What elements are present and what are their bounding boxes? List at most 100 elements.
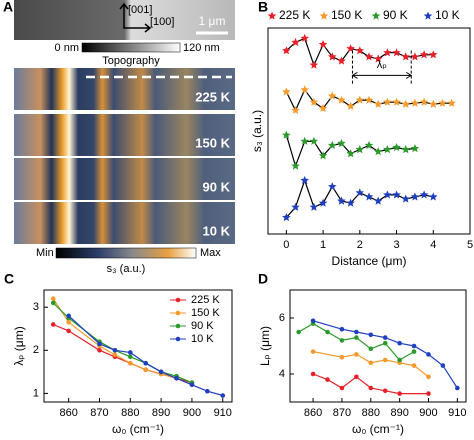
temperature-label: 90 K (203, 179, 231, 194)
data-point (383, 190, 392, 199)
data-point (309, 202, 319, 211)
x-tick-label: 890 (152, 407, 170, 419)
y-tick-label: 4 (279, 368, 285, 380)
data-point (328, 52, 337, 61)
y-tick-label: 3 (33, 301, 39, 313)
data-point (354, 329, 359, 335)
data-point (355, 95, 365, 104)
y-tick-label: 6 (279, 312, 285, 324)
data-point (50, 296, 56, 301)
data-point (419, 50, 429, 59)
data-point (174, 376, 179, 381)
legend-label: 150 K (331, 8, 362, 22)
annotation-label: λₚ (377, 59, 388, 71)
y-tick-label: 1 (33, 387, 39, 399)
data-point (296, 329, 301, 335)
data-point (282, 130, 291, 139)
data-point (339, 354, 345, 360)
legend-marker (371, 11, 381, 20)
data-point (337, 138, 346, 147)
x-tick-label: 870 (333, 407, 351, 419)
data-point (112, 352, 118, 357)
data-point (158, 369, 164, 375)
data-point (401, 194, 410, 203)
data-point (383, 48, 392, 57)
plot-frame (43, 289, 233, 403)
axes-arrows (119, 2, 152, 33)
colorbar-label: 120 nm (183, 42, 220, 54)
data-point (410, 98, 420, 107)
data-point (127, 360, 133, 366)
x-tick-label: 2 (357, 239, 363, 251)
data-point (411, 349, 417, 354)
plot-frame (289, 289, 467, 403)
data-point (328, 140, 337, 150)
data-point (310, 318, 316, 324)
colorbar-label: Min (36, 247, 54, 259)
series-line (312, 373, 429, 395)
data-point (411, 343, 417, 349)
data-point (346, 198, 355, 207)
data-point (143, 360, 149, 366)
series-line (312, 351, 429, 378)
data-point (382, 357, 388, 363)
data-point (325, 377, 330, 382)
data-point (66, 313, 71, 319)
data-point (318, 198, 328, 207)
data-point (354, 352, 359, 357)
near-field-images: 225 K 150 K 90 K 10 K (14, 68, 235, 244)
data-point (309, 136, 319, 145)
data-point (127, 350, 133, 355)
y-axis-label: λₚ (μm) (12, 326, 26, 365)
data-point (429, 192, 438, 201)
data-point (339, 385, 345, 391)
temperature-label: 225 K (195, 89, 230, 104)
data-point (368, 332, 374, 338)
data-point (368, 385, 374, 391)
panel-letter: C (4, 271, 14, 287)
x-tick-label: 910 (448, 407, 466, 419)
data-point (382, 340, 388, 346)
data-point (373, 99, 383, 108)
data-point (397, 391, 402, 396)
data-point (410, 52, 420, 61)
x-tick-label: 890 (390, 407, 408, 419)
data-point (300, 85, 309, 94)
data-point (364, 95, 374, 104)
data-point (429, 50, 438, 59)
panel-letter: D (258, 271, 268, 287)
data-point (318, 151, 328, 160)
x-axis-label: ω₀ (cm⁻¹) (112, 422, 164, 436)
data-point (66, 328, 71, 334)
legend-label: 10 K (435, 8, 460, 22)
temperature-label: 150 K (195, 135, 230, 150)
data-point (127, 354, 133, 360)
series-line (312, 320, 458, 389)
scale-label: 1 μm (199, 14, 226, 28)
colorbar-title: s₃ (a.u.) (107, 263, 146, 275)
data-point (291, 105, 300, 114)
near-field-image (14, 158, 235, 200)
x-tick-label: 5 (467, 239, 473, 251)
data-point (189, 382, 195, 388)
data-point (426, 391, 431, 396)
data-point (310, 349, 316, 354)
data-point (354, 374, 359, 380)
data-point (220, 393, 226, 398)
data-point (410, 192, 420, 201)
data-point (300, 175, 309, 185)
data-point (382, 388, 388, 394)
near-field-image (14, 114, 235, 156)
data-point (309, 97, 319, 106)
data-point (339, 338, 345, 343)
data-point (355, 46, 365, 55)
legend-marker (175, 323, 181, 329)
legend-marker (175, 297, 181, 303)
data-point (419, 97, 429, 106)
y-axis-label: s₃ (a.u.) (250, 110, 264, 152)
data-point (318, 40, 328, 49)
s3-colorbar (55, 247, 197, 259)
data-point (392, 143, 401, 152)
data-point (455, 385, 460, 391)
data-point (112, 348, 118, 353)
